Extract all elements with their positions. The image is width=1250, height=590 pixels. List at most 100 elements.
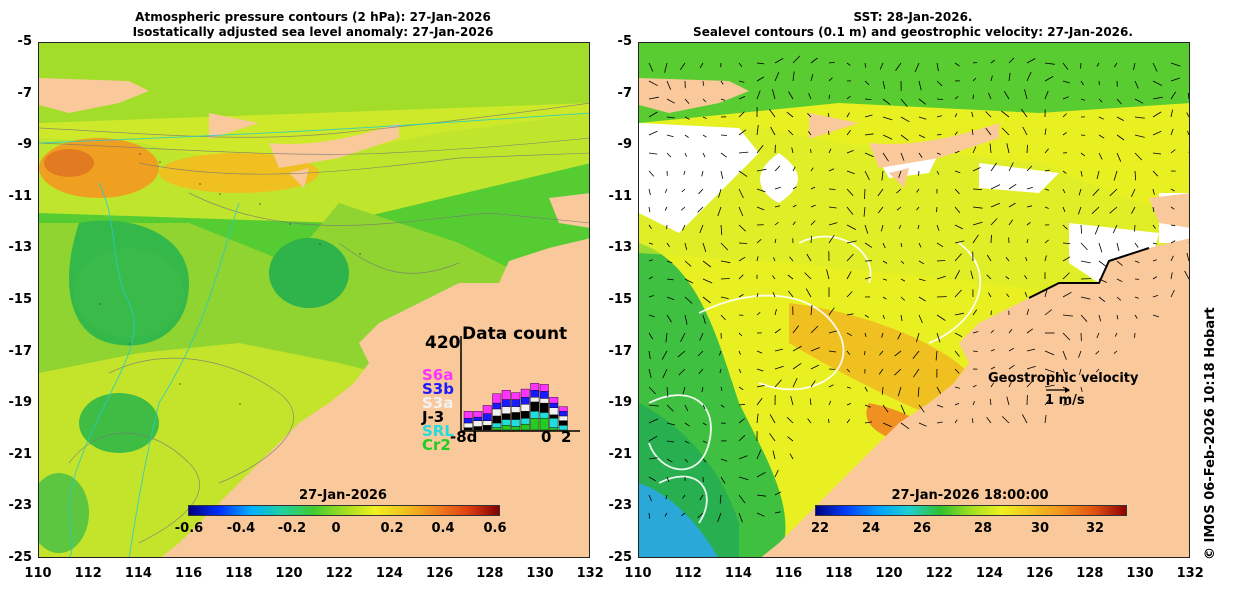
velocity-arrow (882, 116, 893, 121)
velocity-arrow (665, 332, 668, 343)
left-title-line1: Atmospheric pressure contours (2 hPa): 2… (135, 10, 491, 24)
velocity-arrow (918, 242, 922, 248)
velocity-arrow (791, 147, 794, 154)
velocity-arrow (918, 134, 926, 139)
velocity-arrow (877, 206, 884, 214)
velocity-arrow (720, 314, 726, 321)
velocity-arrow (666, 152, 672, 158)
velocity-arrow (828, 206, 837, 209)
velocity-arrow (720, 278, 730, 280)
velocity-arrow (1080, 80, 1084, 86)
velocity-arrow (954, 131, 958, 136)
velocity-arrow (664, 188, 668, 193)
sst-map[interactable] (638, 42, 1190, 558)
velocity-arrow (900, 116, 910, 123)
velocity-arrow (1062, 403, 1070, 406)
left-colorbar-label: 0.6 (483, 521, 507, 536)
velocity-arrow (756, 90, 761, 100)
velocity-arrow (918, 152, 923, 158)
velocity-arrow (774, 186, 781, 190)
velocity-arrow (648, 170, 655, 177)
velocity-arrow (1062, 242, 1071, 244)
velocity-arrow (684, 116, 690, 120)
velocity-arrow (954, 402, 960, 406)
velocity-arrow (846, 291, 853, 298)
velocity-arrow (900, 152, 905, 161)
left-x-tick: 130 (526, 566, 554, 581)
velocity-arrow (666, 314, 672, 323)
histogram-segment (511, 399, 521, 407)
velocity-arrow (864, 170, 870, 181)
velocity-arrow (828, 330, 838, 334)
velocity-arrow (774, 348, 783, 352)
velocity-arrow (954, 253, 962, 262)
velocity-arrow (648, 476, 656, 482)
velocity-arrow (792, 166, 796, 172)
right-colorbar-label: 28 (973, 521, 993, 536)
histogram-segment (473, 411, 483, 418)
velocity-arrow (683, 170, 686, 176)
velocity-arrow (936, 133, 942, 136)
velocity-arrow (1134, 242, 1139, 248)
histogram-segment (520, 418, 530, 425)
velocity-arrow (788, 91, 794, 100)
velocity-arrow (1080, 62, 1082, 69)
velocity-arrow (1062, 206, 1066, 212)
velocity-arrow (1170, 289, 1175, 298)
velocity-arrow (1001, 127, 1010, 136)
velocity-arrow (1062, 256, 1071, 262)
velocity-arrow (972, 167, 981, 172)
velocity-arrow (648, 494, 652, 502)
histogram-segment (520, 404, 530, 412)
velocity-arrow (756, 76, 765, 82)
velocity-arrow (1062, 80, 1070, 84)
velocity-arrow (936, 332, 941, 343)
velocity-arrow (738, 476, 749, 481)
sst-field (639, 43, 1189, 557)
velocity-arrow (773, 257, 776, 262)
sea-level-anomaly-map[interactable] (38, 42, 590, 558)
velocity-arrow (702, 260, 712, 268)
velocity-arrow (1005, 276, 1010, 280)
histogram-segment (539, 412, 549, 419)
velocity-arrow (918, 404, 925, 413)
velocity-arrow (738, 111, 745, 118)
left-title-line2: Isostatically adjusted sea level anomaly… (132, 25, 494, 39)
left-y-tick: -5 (17, 34, 32, 49)
velocity-arrow (1116, 242, 1120, 251)
velocity-arrow (648, 224, 652, 229)
velocity-arrow (666, 296, 675, 301)
velocity-arrow (828, 234, 835, 244)
velocity-arrow (756, 311, 761, 316)
histogram-segment (520, 388, 530, 398)
left-y-tick: -21 (8, 446, 33, 462)
satellite-label-j3: J-3 (422, 408, 445, 426)
velocity-arrow (719, 368, 722, 374)
velocity-arrow (1152, 152, 1162, 155)
velocity-arrow (1113, 350, 1118, 354)
velocity-arrow (1170, 224, 1176, 227)
velocity-arrow (972, 221, 983, 226)
velocity-arrow (756, 471, 766, 478)
velocity-arrow (882, 260, 888, 264)
velocity-arrow (971, 128, 974, 136)
velocity-arrow (774, 58, 784, 64)
velocity-arrow (1044, 368, 1055, 373)
left-x-tick: 118 (225, 566, 253, 581)
velocity-arrow (810, 57, 818, 64)
velocity-arrow (1134, 98, 1144, 104)
velocity-arrow (810, 220, 816, 226)
left-y-tick: -19 (8, 395, 33, 411)
velocity-arrow (1001, 416, 1010, 424)
velocity-arrow (699, 62, 704, 69)
satellite-label-cr2: Cr2 (422, 436, 451, 454)
velocity-arrow (756, 512, 765, 517)
velocity-arrow (1022, 126, 1028, 136)
velocity-arrow (1062, 113, 1067, 118)
velocity-arrow (990, 202, 1001, 208)
velocity-arrow (881, 332, 884, 338)
histogram-segment (520, 397, 530, 405)
velocity-arrow (666, 134, 674, 138)
velocity-arrow (648, 188, 651, 196)
velocity-arrow (1062, 350, 1067, 360)
